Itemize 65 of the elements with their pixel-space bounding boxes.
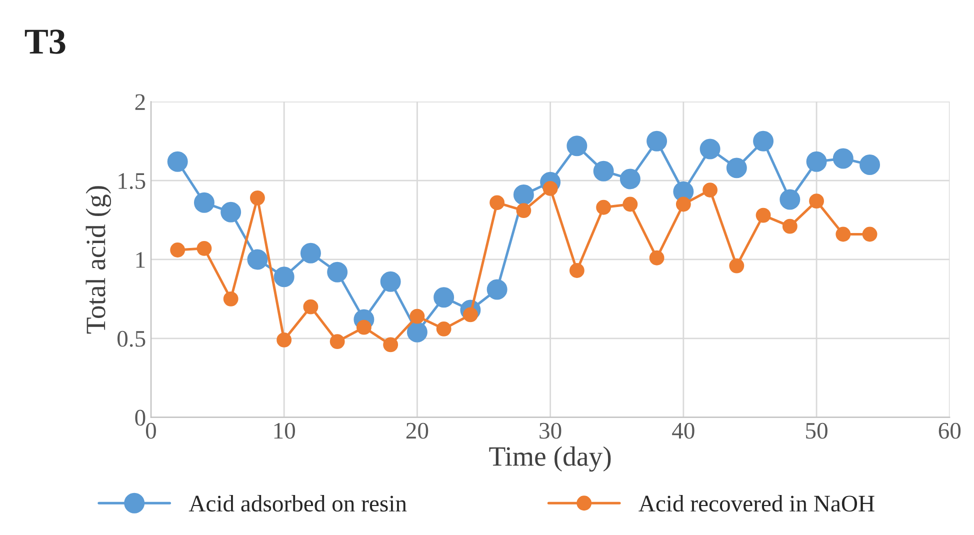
point — [806, 151, 827, 172]
point — [622, 196, 638, 212]
point — [486, 279, 508, 300]
x-tick-label: 30 — [540, 422, 562, 439]
point — [220, 202, 242, 222]
legend-label: Acid recovered in NaOH — [638, 495, 874, 512]
point — [809, 194, 824, 209]
point — [170, 242, 186, 258]
point — [513, 184, 534, 206]
y-tick-label: 1.5 — [118, 173, 146, 190]
point — [276, 332, 292, 348]
point — [406, 322, 428, 342]
legend-label: Acid adsorbed on resin — [188, 495, 407, 512]
y-tick-label: 0.5 — [117, 330, 146, 347]
point — [569, 263, 584, 278]
point — [862, 226, 878, 242]
point — [676, 196, 691, 212]
point — [836, 226, 851, 242]
point — [702, 182, 718, 198]
point — [380, 271, 401, 292]
x-tick-label: 20 — [406, 422, 428, 439]
point — [223, 291, 238, 306]
point — [729, 258, 744, 274]
point — [566, 136, 588, 156]
point — [596, 200, 612, 215]
x-tick-label: 40 — [672, 422, 694, 439]
point — [726, 158, 747, 178]
point — [274, 266, 294, 288]
point — [780, 189, 800, 210]
y-tick-label: 0 — [135, 410, 146, 426]
point — [700, 138, 720, 160]
point — [250, 190, 265, 206]
point — [436, 321, 452, 336]
point — [330, 334, 345, 350]
point — [593, 160, 614, 182]
point — [620, 168, 640, 190]
point — [194, 192, 214, 213]
x-tick-label: 0 — [146, 422, 156, 439]
point — [383, 337, 398, 352]
x-axis-title: Time (day) — [489, 446, 611, 472]
point — [434, 287, 454, 308]
x-tick-label: 60 — [938, 422, 961, 439]
point — [646, 130, 668, 152]
y-tick-label: 1 — [136, 252, 145, 268]
y-tick-label: 2 — [135, 94, 145, 110]
point — [167, 151, 188, 172]
point — [516, 203, 532, 218]
point — [832, 148, 854, 169]
point — [247, 249, 268, 270]
point — [410, 308, 425, 324]
point — [356, 320, 372, 335]
point — [860, 154, 880, 176]
point — [300, 242, 321, 264]
point — [649, 250, 664, 266]
x-tick-label: 50 — [806, 422, 828, 439]
point — [753, 130, 774, 152]
y-axis-title: Total acid (g) — [86, 186, 112, 334]
point — [327, 262, 348, 282]
point — [756, 208, 771, 223]
x-tick-label: 10 — [274, 422, 295, 439]
point — [196, 240, 212, 256]
point — [490, 195, 505, 210]
chart-title: T3 — [24, 30, 66, 54]
point — [303, 299, 318, 314]
point — [782, 218, 798, 234]
